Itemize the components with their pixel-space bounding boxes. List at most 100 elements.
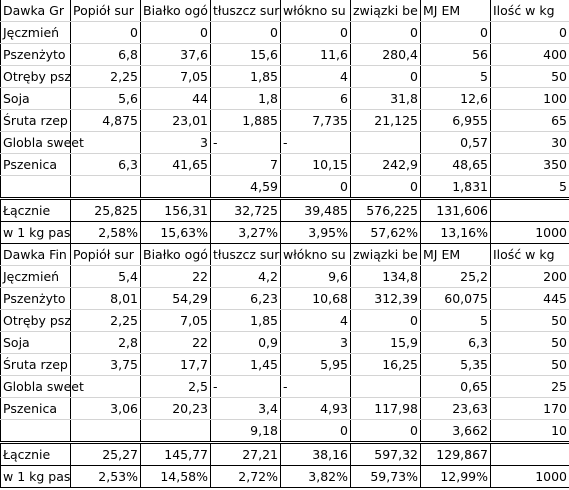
cell[interactable]: 0 bbox=[420, 21, 491, 44]
cell[interactable]: 242,9 bbox=[350, 153, 421, 176]
cell[interactable]: 15,6 bbox=[210, 43, 281, 66]
cell[interactable]: 3,95% bbox=[280, 221, 351, 244]
cell[interactable]: 7,05 bbox=[140, 309, 211, 332]
cell[interactable]: 2,5 bbox=[140, 375, 211, 398]
cell[interactable]: 597,32 bbox=[350, 442, 421, 466]
cell[interactable]: 0,65 bbox=[420, 375, 491, 398]
cell[interactable]: Ilość w kg bbox=[490, 243, 569, 266]
cell[interactable]: 4,59 bbox=[210, 175, 281, 200]
cell[interactable]: 31,8 bbox=[350, 87, 421, 110]
cell[interactable]: 400 bbox=[490, 43, 569, 66]
cell[interactable]: Śruta rzep bbox=[0, 109, 71, 132]
cell[interactable]: 0 bbox=[210, 21, 281, 44]
cell[interactable]: Śruta rzep bbox=[0, 353, 71, 376]
cell[interactable]: Globla sweet bbox=[0, 375, 84, 398]
cell[interactable]: Otręby psz bbox=[0, 309, 71, 332]
cell[interactable]: - bbox=[210, 375, 281, 398]
cell[interactable]: Soja bbox=[0, 87, 71, 110]
cell[interactable]: 280,4 bbox=[350, 43, 421, 66]
cell[interactable]: 5 bbox=[490, 175, 569, 200]
cell[interactable]: 0 bbox=[350, 309, 421, 332]
cell[interactable]: 0 bbox=[140, 21, 211, 44]
cell[interactable]: Popiół sur bbox=[70, 0, 141, 22]
cell[interactable]: 41,65 bbox=[140, 153, 211, 176]
cell[interactable]: 1,8 bbox=[210, 87, 281, 110]
cell[interactable]: 7 bbox=[210, 153, 281, 176]
cell[interactable]: włókno su bbox=[280, 243, 351, 266]
cell[interactable]: 2,25 bbox=[70, 309, 141, 332]
cell[interactable]: 23,63 bbox=[420, 397, 491, 420]
cell[interactable]: - bbox=[280, 375, 351, 398]
cell[interactable]: związki be bbox=[350, 243, 421, 266]
cell[interactable]: 12,99% bbox=[420, 465, 491, 488]
cell[interactable]: 7,735 bbox=[280, 109, 351, 132]
cell[interactable]: 3,4 bbox=[210, 397, 281, 420]
cell[interactable]: 23,01 bbox=[140, 109, 211, 132]
cell[interactable]: 1,831 bbox=[420, 175, 491, 200]
cell[interactable]: Dawka Gr bbox=[0, 0, 71, 22]
cell[interactable]: 1000 bbox=[490, 465, 569, 488]
cell[interactable]: 5,6 bbox=[70, 87, 141, 110]
cell[interactable]: 3,27% bbox=[210, 221, 281, 244]
cell[interactable]: 0 bbox=[350, 175, 421, 200]
cell[interactable]: 14,58% bbox=[140, 465, 211, 488]
cell[interactable]: 22 bbox=[140, 331, 211, 354]
cell[interactable]: 44 bbox=[140, 87, 211, 110]
cell[interactable]: 50 bbox=[490, 309, 569, 332]
cell[interactable]: 27,21 bbox=[210, 442, 281, 466]
cell[interactable]: w 1 kg pas bbox=[0, 465, 71, 488]
cell[interactable]: 170 bbox=[490, 397, 569, 420]
cell[interactable]: 0,57 bbox=[420, 131, 491, 154]
cell[interactable]: - bbox=[280, 131, 351, 154]
cell[interactable]: 39,485 bbox=[280, 198, 351, 222]
cell[interactable]: 25,825 bbox=[70, 198, 141, 222]
cell[interactable]: - bbox=[210, 131, 281, 154]
cell[interactable]: 4,875 bbox=[70, 109, 141, 132]
cell[interactable]: 2,8 bbox=[70, 331, 141, 354]
cell[interactable]: 50 bbox=[490, 353, 569, 376]
cell[interactable]: 145,77 bbox=[140, 442, 211, 466]
cell[interactable]: 576,225 bbox=[350, 198, 421, 222]
cell[interactable] bbox=[490, 442, 569, 466]
cell[interactable]: 312,39 bbox=[350, 287, 421, 310]
cell[interactable]: włókno su bbox=[280, 0, 351, 22]
cell[interactable]: 0 bbox=[280, 21, 351, 44]
cell[interactable]: 50 bbox=[490, 65, 569, 88]
cell[interactable]: 1,45 bbox=[210, 353, 281, 376]
cell[interactable]: tłuszcz sur bbox=[210, 243, 281, 266]
cell[interactable]: 13,16% bbox=[420, 221, 491, 244]
cell[interactable]: MJ EM bbox=[420, 243, 491, 266]
cell[interactable]: 4,2 bbox=[210, 265, 281, 288]
cell[interactable]: 5,4 bbox=[70, 265, 141, 288]
cell[interactable]: 6,3 bbox=[70, 153, 141, 176]
cell[interactable]: 4,93 bbox=[280, 397, 351, 420]
cell[interactable]: 7,05 bbox=[140, 65, 211, 88]
cell[interactable]: 65 bbox=[490, 109, 569, 132]
cell[interactable]: 38,16 bbox=[280, 442, 351, 466]
cell[interactable] bbox=[350, 375, 421, 398]
cell[interactable]: 54,29 bbox=[140, 287, 211, 310]
cell[interactable]: 3 bbox=[280, 331, 351, 354]
cell[interactable]: 6,3 bbox=[420, 331, 491, 354]
cell[interactable]: Jęczmień bbox=[0, 265, 71, 288]
cell[interactable]: 25 bbox=[490, 375, 569, 398]
cell[interactable]: 8,01 bbox=[70, 287, 141, 310]
cell[interactable]: 1,85 bbox=[210, 309, 281, 332]
cell[interactable]: 3,75 bbox=[70, 353, 141, 376]
cell[interactable]: 15,63% bbox=[140, 221, 211, 244]
cell[interactable]: Białko ogó bbox=[140, 0, 211, 22]
cell[interactable]: 0,9 bbox=[210, 331, 281, 354]
cell[interactable]: 60,075 bbox=[420, 287, 491, 310]
cell[interactable]: 57,62% bbox=[350, 221, 421, 244]
cell[interactable]: Pszenżyto bbox=[0, 43, 71, 66]
cell[interactable]: 37,6 bbox=[140, 43, 211, 66]
cell[interactable] bbox=[0, 175, 71, 200]
cell[interactable]: 10,15 bbox=[280, 153, 351, 176]
cell[interactable]: Ilość w kg bbox=[490, 0, 569, 22]
cell[interactable]: 350 bbox=[490, 153, 569, 176]
cell[interactable]: 5,35 bbox=[420, 353, 491, 376]
cell[interactable]: MJ EM bbox=[420, 0, 491, 22]
cell[interactable]: 25,27 bbox=[70, 442, 141, 466]
cell[interactable]: 1,885 bbox=[210, 109, 281, 132]
cell[interactable]: 30 bbox=[490, 131, 569, 154]
